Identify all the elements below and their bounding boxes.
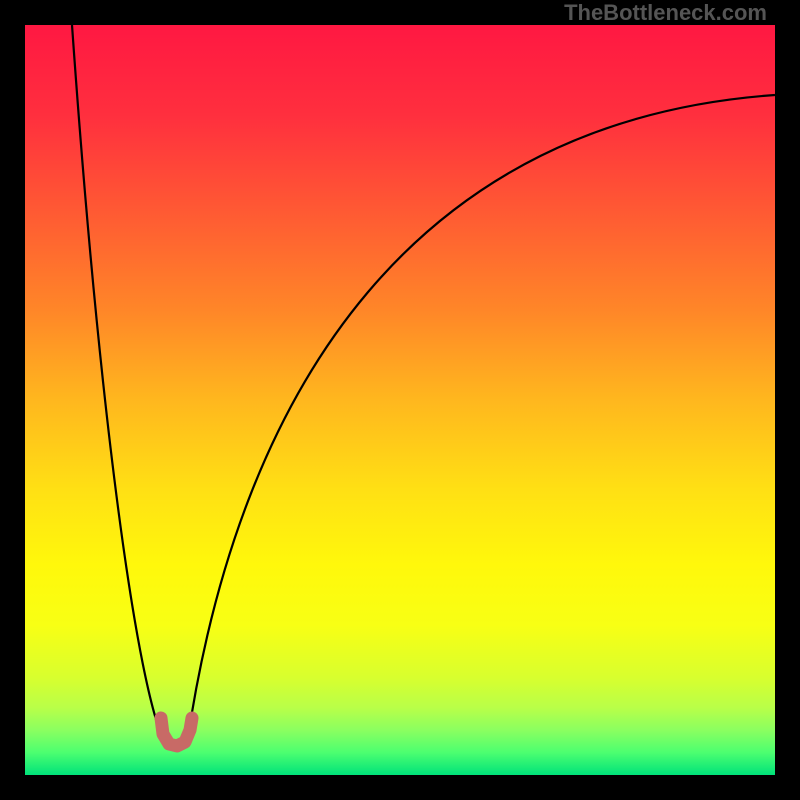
plot-area xyxy=(25,25,775,775)
chart-frame: TheBottleneck.com xyxy=(0,0,800,800)
curve-overlay xyxy=(25,25,775,775)
watermark-label: TheBottleneck.com xyxy=(564,0,767,26)
